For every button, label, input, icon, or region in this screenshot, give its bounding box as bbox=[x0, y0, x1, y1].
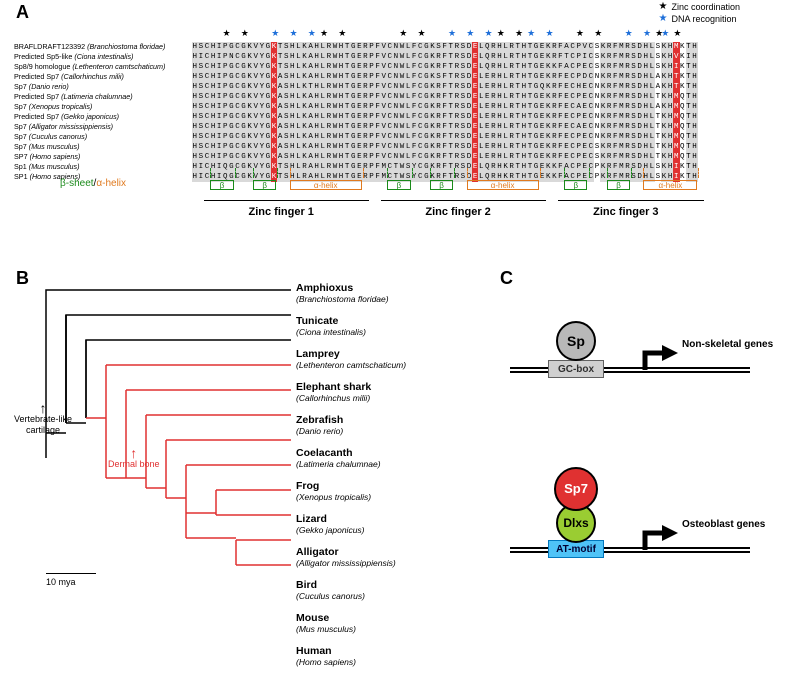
scale-bar: 10 mya bbox=[46, 573, 96, 587]
seq-row: HSCHIPGCGKVYGKASHLKTHLRWHTGERPFVCNWLFCGK… bbox=[192, 82, 698, 92]
taxon-label: Frog(Xenopus tropicalis) bbox=[296, 481, 406, 503]
ss-box: β bbox=[564, 180, 587, 190]
panel-b: Amphioxus(Branchiostoma floridae) Tunicat… bbox=[16, 273, 486, 613]
seq-row: HSCHIPGCGKVYGKASHLKAHLRWHTGERPFVCNWLFCGK… bbox=[192, 142, 698, 152]
target-bottom: Osteoblast genes bbox=[682, 519, 765, 530]
species-label: Predicted Sp7 (Gekko japonicus) bbox=[14, 112, 192, 122]
seq-row: HICHIPNCGKVYGKTSHLKAHLRWHTGERPFVCNWLFCGK… bbox=[192, 52, 698, 62]
arrow-icon bbox=[640, 345, 680, 375]
taxon-label: Bird(Cuculus canorus) bbox=[296, 580, 406, 602]
ss-box: β bbox=[210, 180, 233, 190]
species-label: Sp7 (Xenopus tropicalis) bbox=[14, 102, 192, 112]
species-label: Sp1 (Mus musculus) bbox=[14, 162, 192, 172]
species-label: Sp7 (Mus musculus) bbox=[14, 142, 192, 152]
taxon-label: Elephant shark(Callorhinchus milii) bbox=[296, 382, 406, 404]
seq-row: HSCHIPGCGKVYGKASHLKAHLRWHTGERPFVCNWLFCGK… bbox=[192, 102, 698, 112]
species-label: Sp8/9 homologue (Lethenteron camtschatic… bbox=[14, 62, 192, 72]
taxon-label: Zebrafish(Danio rerio) bbox=[296, 415, 406, 437]
taxon-label: Lizard(Gekko japonicus) bbox=[296, 514, 406, 536]
seq-row: HSCHIPGCGKVYGKASHLKAHLRWHTGERPFVCNWLFCGK… bbox=[192, 152, 698, 162]
legend-dna: DNA recognition bbox=[671, 14, 736, 24]
arrow-icon bbox=[640, 525, 680, 555]
ss-label: β-sheet/α-helix bbox=[60, 178, 126, 189]
target-top: Non-skeletal genes bbox=[682, 339, 773, 350]
species-label: Predicted Sp5-like (Ciona intestinalis) bbox=[14, 52, 192, 62]
species-label: Sp7 (Cuculus canorus) bbox=[14, 132, 192, 142]
seq-row: HSCHIPGCGKVYGKASHLKAHLRWHTGERPFVCNWLFCGK… bbox=[192, 72, 698, 82]
ss-box: β bbox=[607, 180, 630, 190]
seq-row: HSCHIPGCGKVYGKTSHLKAHLRWHTGERPFVCNWLFCGK… bbox=[192, 62, 698, 72]
gc-box: GC-box bbox=[548, 360, 604, 378]
sp-circle: Sp bbox=[556, 321, 596, 361]
seq-row: HICHIQGCGKVYGKTSHLRAHLRWHTGERPFMCTWSYCGK… bbox=[192, 162, 698, 172]
legend: ★Zinc coordination ★DNA recognition bbox=[658, 2, 740, 26]
taxon-label: Coelacanth(Latimeria chalumnae) bbox=[296, 448, 406, 470]
ss-box: β bbox=[430, 180, 453, 190]
seq-row: HSCHIPGCGKVYGKASHLKAHLRWHTGERPFVCNWLFCGK… bbox=[192, 132, 698, 142]
species-label: Sp7 (Alligator mississippiensis) bbox=[14, 122, 192, 132]
taxon-label: Alligator(Alligator mississippiensis) bbox=[296, 547, 406, 569]
zinc-finger-label: Zinc finger 3 bbox=[593, 206, 658, 218]
panel-c-label: C bbox=[500, 268, 513, 289]
taxon-label: Lamprey(Lethenteron camtschaticum) bbox=[296, 349, 406, 371]
model-nonskeletal: GC-box Sp Non-skeletal genes bbox=[510, 303, 780, 393]
seq-row: HSCHIPGCGKVYGKASHLKAHLRWHTGERPFVCNWLFCGK… bbox=[192, 112, 698, 122]
tree-labels: Amphioxus(Branchiostoma floridae) Tunicat… bbox=[296, 283, 406, 679]
alignment: BRAFLDRAFT123392 (Branchiostoma floridae… bbox=[14, 28, 698, 182]
ss-box: α-helix bbox=[643, 180, 697, 190]
species-label: Predicted Sp7 (Callorhinchus milii) bbox=[14, 72, 192, 82]
taxon-label: Mouse(Mus musculus) bbox=[296, 613, 406, 635]
seq-row: HSCHIPGCGKVYGKTSHLKAHLRWHTGERPFVCNWLFCGK… bbox=[192, 42, 698, 52]
dermal-label: ↑ Dermal bone bbox=[108, 448, 160, 470]
taxon-label: Human(Homo sapiens) bbox=[296, 646, 406, 668]
zinc-finger-label: Zinc finger 2 bbox=[425, 206, 490, 218]
seq-row: HSCHIPGCGKVYGKASHLKAHLRWHTGERPFVCNWLFCGK… bbox=[192, 122, 698, 132]
taxon-label: Tunicate(Ciona intestinalis) bbox=[296, 316, 406, 338]
species-label: Predicted Sp7 (Latimeria chalumnae) bbox=[14, 92, 192, 102]
species-label: Sp7 (Danio rerio) bbox=[14, 82, 192, 92]
cartilage-label: ↑ Vertebrate-likecartilage bbox=[14, 403, 72, 436]
zinc-finger-label: Zinc finger 1 bbox=[249, 206, 314, 218]
ss-box: β bbox=[253, 180, 276, 190]
ss-box: β bbox=[387, 180, 410, 190]
seq-row: HSCHIPGCGKVYGKASHLKAHLRWHTGERPFVCNWLFCGK… bbox=[192, 92, 698, 102]
species-label: BRAFLDRAFT123392 (Branchiostoma floridae… bbox=[14, 42, 192, 52]
panel-a-label: A bbox=[16, 2, 29, 23]
ss-box: α-helix bbox=[467, 180, 539, 190]
species-label: SP7 (Homo sapiens) bbox=[14, 152, 192, 162]
ss-box: α-helix bbox=[290, 180, 362, 190]
model-osteoblast: AT-motif Dlxs Sp7 Osteoblast genes bbox=[510, 453, 780, 573]
legend-zinc: Zinc coordination bbox=[671, 2, 740, 12]
taxon-label: Amphioxus(Branchiostoma floridae) bbox=[296, 283, 406, 305]
sp7-circle: Sp7 bbox=[554, 467, 598, 511]
